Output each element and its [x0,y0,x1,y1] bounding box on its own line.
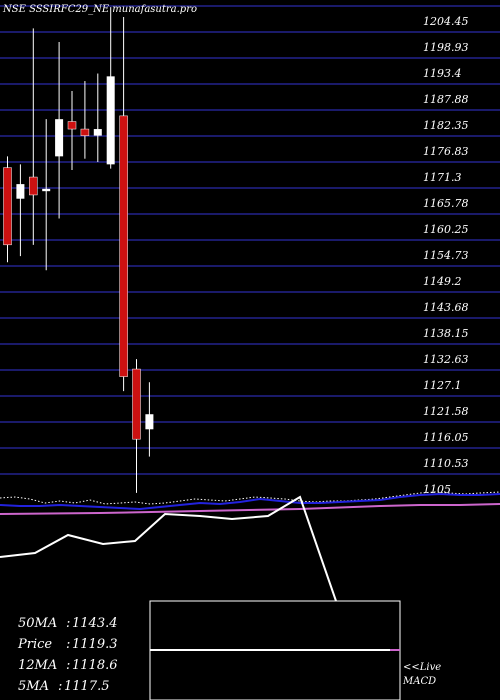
y-tick-label: 1171.3 [423,171,462,184]
info-value-5ma: 1117.5 [64,679,110,694]
macd-line [0,495,337,602]
info-label-price: Price [17,637,52,652]
candle-body [16,184,25,199]
y-tick-label: 1132.63 [423,353,469,366]
candle-body [42,188,51,192]
y-tick-label: 1204.45 [423,15,469,28]
ma-pink-line [0,503,500,515]
y-tick-label: 1160.25 [423,223,469,236]
y-tick-label: 1110.53 [423,457,469,470]
y-tick-label: 1116.05 [423,431,469,444]
info-sep-5ma: : [58,679,62,694]
macd-label: MACD [402,676,436,687]
y-tick-label: 1182.35 [423,119,469,132]
y-tick-label: 1138.15 [423,327,469,340]
candles-layer [3,7,154,493]
grid-layer [0,5,500,475]
candle-body [93,129,102,136]
macd-panel [0,495,401,700]
candle-body [106,76,115,165]
y-tick-label: 1121.58 [423,405,469,418]
candle-body [3,167,12,246]
info-sep-50ma: : [66,616,70,631]
ma-blue-line [0,492,500,511]
y-tick-label: 1198.93 [423,41,469,54]
info-label-5ma: 5MA [18,679,49,694]
y-tick-label: 1105 [423,483,451,496]
info-labels: 50MA : 1143.4 Price : 1119.3 12MA : 1118… [17,616,118,694]
moving-average-layer [0,491,500,515]
info-label-50ma: 50MA [18,616,57,631]
candle-body [145,414,154,430]
y-tick-label: 1176.83 [423,145,469,158]
y-tick-label: 1143.68 [423,301,469,314]
info-value-12ma: 1118.6 [72,658,118,673]
y-tick-label: 1193.4 [423,67,462,80]
y-axis-tick-labels: 1204.45 1198.93 1193.4 1187.88 1182.35 1176.8… [423,15,469,496]
y-tick-label: 1154.73 [423,249,469,262]
candle-body [80,128,90,136]
info-value-price: 1119.3 [72,637,118,652]
info-value-50ma: 1143.4 [72,616,118,631]
macd-live-label: <<Live [403,662,441,673]
y-tick-label: 1127.1 [423,379,462,392]
candle-body [132,368,141,440]
info-sep-12ma: : [66,658,70,673]
info-sep-price: : [66,637,70,652]
chart-title: NSE SSSIRFC29_NE munafasutra.pro [2,4,197,15]
candle-body [55,119,64,157]
candle-body [29,176,38,196]
y-tick-label: 1165.78 [423,197,469,210]
y-tick-label: 1187.88 [423,93,469,106]
candle-body [119,115,128,377]
info-label-12ma: 12MA [18,658,57,673]
y-tick-label: 1149.2 [423,275,462,288]
candle-body [67,121,77,130]
